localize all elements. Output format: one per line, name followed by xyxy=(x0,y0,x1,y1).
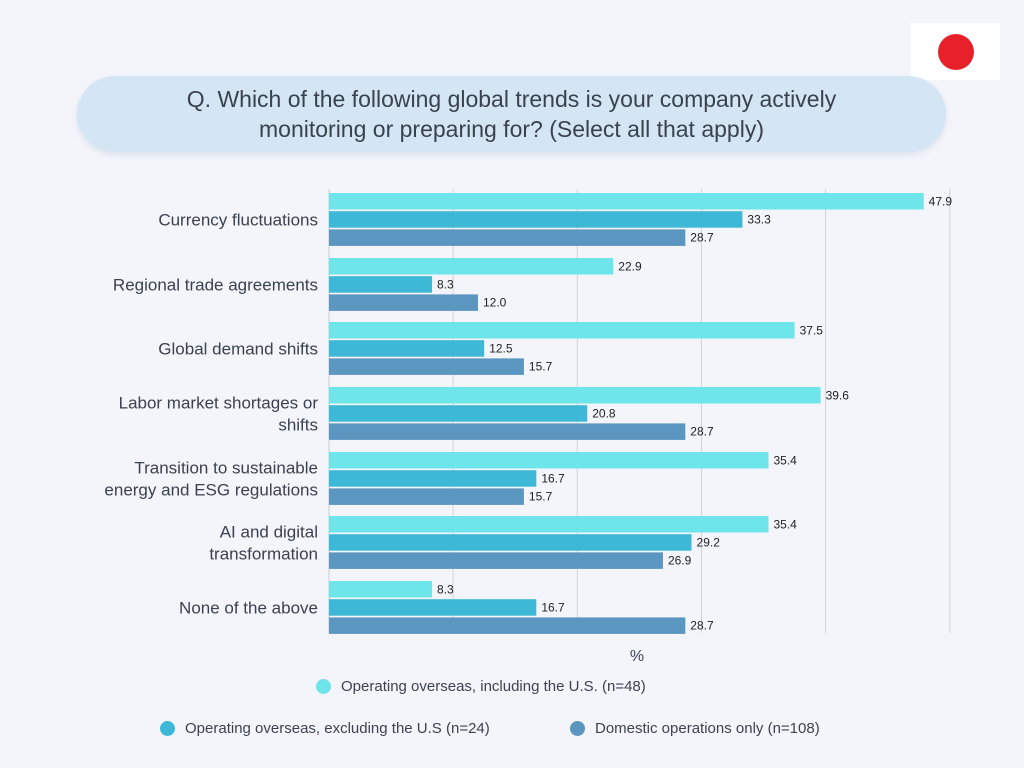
bar xyxy=(329,405,588,422)
legend-label: Operating overseas, excluding the U.S (n… xyxy=(185,720,490,737)
bar xyxy=(329,387,821,404)
legend-item-overseas-including-us: Operating overseas, including the U.S. (… xyxy=(316,678,646,695)
bar xyxy=(329,581,433,598)
legend-item-overseas-excluding-us: Operating overseas, excluding the U.S (n… xyxy=(160,720,490,737)
bar xyxy=(329,488,524,505)
question-title-box: Q. Which of the following global trends … xyxy=(77,76,946,152)
bar xyxy=(329,229,686,246)
data-label: 39.6 xyxy=(826,388,850,402)
category-label: Regional trade agreements xyxy=(113,275,318,294)
bar xyxy=(329,358,524,375)
data-label: 33.3 xyxy=(747,212,771,226)
x-axis-label: % xyxy=(630,648,644,665)
data-label: 20.8 xyxy=(592,406,616,420)
category-label: Currency fluctuations xyxy=(158,210,318,229)
category-label: Labor market shortages or xyxy=(119,393,319,412)
bar xyxy=(329,452,769,469)
data-label: 8.3 xyxy=(437,277,454,291)
data-label: 26.9 xyxy=(668,554,692,568)
category-label: transformation xyxy=(209,544,318,563)
legend-swatch xyxy=(160,721,175,736)
flag-red-circle xyxy=(938,34,974,70)
legend-item-domestic-only: Domestic operations only (n=108) xyxy=(570,720,820,737)
bar xyxy=(329,423,686,440)
data-label: 16.7 xyxy=(541,471,565,485)
data-label: 12.5 xyxy=(489,341,513,355)
data-label: 15.7 xyxy=(529,360,553,374)
bar xyxy=(329,276,433,293)
japan-flag-icon xyxy=(911,23,1000,80)
category-label: energy and ESG regulations xyxy=(104,480,318,499)
category-label: shifts xyxy=(278,415,318,434)
bar xyxy=(329,470,537,487)
bar xyxy=(329,193,924,210)
bar xyxy=(329,258,614,275)
category-label: None of the above xyxy=(179,598,318,617)
category-label: Global demand shifts xyxy=(158,339,318,358)
category-label: Transition to sustainable xyxy=(134,458,318,477)
legend-swatch xyxy=(316,679,331,694)
legend-label: Domestic operations only (n=108) xyxy=(595,720,820,737)
question-title: Q. Which of the following global trends … xyxy=(186,86,837,142)
data-label: 35.4 xyxy=(773,453,797,467)
data-label: 16.7 xyxy=(541,600,565,614)
data-label: 28.7 xyxy=(690,231,714,245)
bar xyxy=(329,599,537,616)
data-label: 8.3 xyxy=(437,582,454,596)
data-label: 12.0 xyxy=(483,296,507,310)
bar xyxy=(329,552,663,569)
data-label: 15.7 xyxy=(529,490,553,504)
bar xyxy=(329,294,478,311)
data-label: 37.5 xyxy=(800,323,824,337)
bar xyxy=(329,617,686,634)
data-label: 22.9 xyxy=(618,259,642,273)
legend-label: Operating overseas, including the U.S. (… xyxy=(341,678,646,695)
data-label: 28.7 xyxy=(690,425,714,439)
category-label: AI and digital xyxy=(220,522,318,541)
data-label: 47.9 xyxy=(929,194,953,208)
legend-swatch xyxy=(570,721,585,736)
data-label: 28.7 xyxy=(690,619,714,633)
bar xyxy=(329,340,485,357)
bar xyxy=(329,322,795,339)
data-label: 29.2 xyxy=(697,535,721,549)
bar xyxy=(329,516,769,533)
bar xyxy=(329,534,692,551)
data-label: 35.4 xyxy=(773,517,797,531)
bar xyxy=(329,211,743,228)
